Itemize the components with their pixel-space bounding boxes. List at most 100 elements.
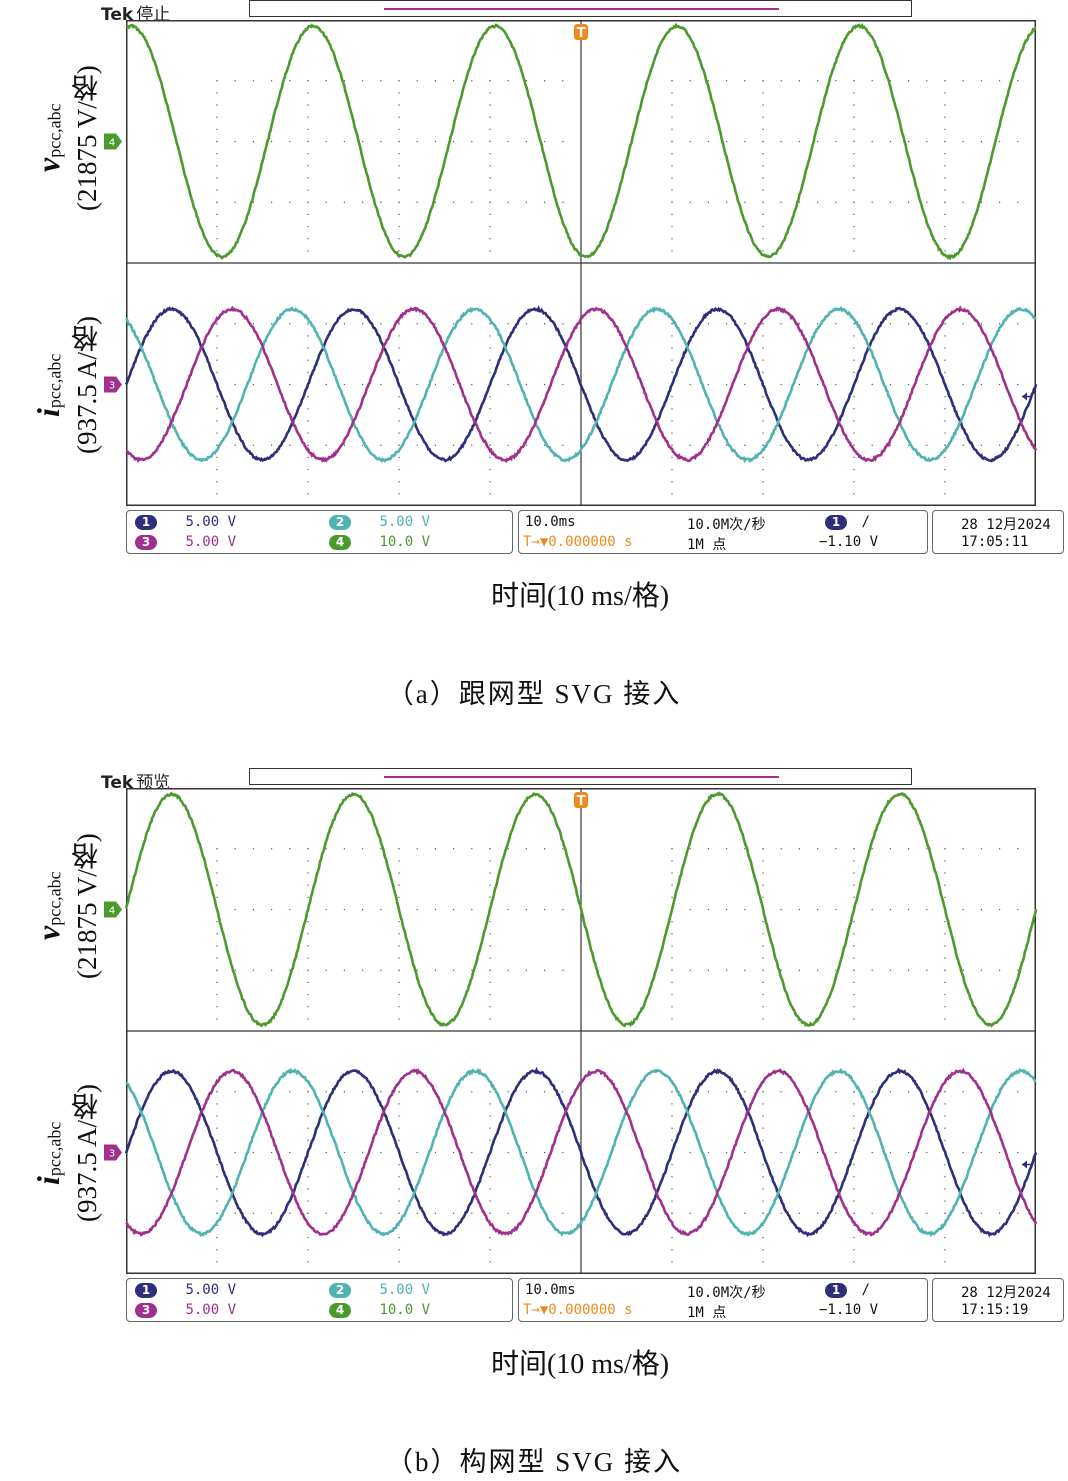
ground-marker-ch3-icon[interactable]: 3 — [104, 1144, 122, 1161]
waveform-ch1 — [124, 1066, 1038, 1238]
trigger-channel-badge: 1 — [825, 1282, 847, 1298]
record-length: 1M 点 — [687, 1305, 727, 1321]
ch4-badge: 4 — [329, 1302, 351, 1318]
timebase-value[interactable]: 10.0ms — [525, 514, 576, 530]
rising-edge-icon: / — [861, 1282, 870, 1298]
trigger-position[interactable]: T→▼0.000000 s — [523, 1302, 633, 1318]
trigger-level[interactable]: −1.10 V — [819, 534, 879, 550]
voltage-subscript: pcc,abc — [44, 871, 65, 927]
ch2-badge: 2 — [329, 514, 351, 530]
brand-label: Tek — [101, 5, 134, 25]
waveform-ch2 — [125, 1067, 1037, 1238]
date-value: 28 12月2024 — [961, 517, 1051, 533]
acquisition-box: 10.0ms T→▼0.000000 s 10.0M次/秒 1M 点 1 / −… — [518, 1278, 928, 1322]
sample-rate: 10.0M次/秒 — [687, 1285, 766, 1301]
ch3-scale[interactable]: 3 5.00 V — [135, 534, 236, 550]
ground-marker-ch4-icon[interactable]: 4 — [104, 901, 122, 918]
trigger-T-icon[interactable]: T — [574, 792, 588, 809]
voltage-unit: (21875 V/格) — [72, 65, 102, 211]
waveform-ch3 — [125, 1067, 1038, 1237]
ch4-scale-value: 10.0 V — [379, 1302, 431, 1318]
datetime-box: 28 12月2024 17:15:19 — [932, 1278, 1064, 1322]
ch3-scale[interactable]: 3 5.00 V — [135, 1302, 236, 1318]
ch1-badge: 1 — [135, 1282, 157, 1298]
current-unit: (937.5 A/格) — [72, 1084, 102, 1222]
current-symbol: i — [30, 407, 66, 417]
ch4-scale[interactable]: 4 10.0 V — [329, 534, 430, 550]
left-arrow-icon[interactable] — [1022, 392, 1032, 401]
current-unit: (937.5 A/格) — [72, 316, 102, 454]
ch1-scale[interactable]: 1 5.00 V — [135, 1282, 236, 1298]
brand-label: Tek — [101, 773, 134, 793]
ch2-scale-value: 5.00 V — [379, 514, 431, 530]
scope-screen: T 4 3 — [104, 788, 1038, 1274]
channel-scale-box: 1 5.00 V 2 5.00 V 3 5.00 V 4 10.0 V — [126, 1278, 513, 1322]
voltage-symbol: v — [30, 158, 66, 173]
ground-marker-ch4-icon[interactable]: 4 — [104, 133, 122, 150]
date-value: 28 12月2024 — [961, 1285, 1051, 1301]
acquisition-box: 10.0ms T→▼0.000000 s 10.0M次/秒 1M 点 1 / −… — [518, 510, 928, 554]
trigger-source[interactable]: 1 / — [825, 1282, 870, 1298]
figure-caption: （a）跟网型 SVG 接入 — [386, 679, 682, 709]
ch3-badge: 3 — [135, 1302, 157, 1318]
grid — [216, 80, 1019, 495]
ch3-scale-value: 5.00 V — [185, 1302, 237, 1318]
figure-caption: （b）构网型 SVG 接入 — [385, 1447, 682, 1477]
record-window-marker — [384, 776, 779, 778]
voltage-unit: (21875 V/格) — [72, 833, 102, 979]
time-value: 17:15:19 — [961, 1302, 1029, 1318]
y-axis-label-voltage: vpcc,abc (21875 V/格) — [30, 806, 106, 1006]
ground-marker-ch3-icon[interactable]: 3 — [104, 376, 122, 393]
ch2-scale[interactable]: 2 5.00 V — [329, 514, 430, 530]
current-symbol: i — [30, 1175, 66, 1185]
ch2-scale-value: 5.00 V — [379, 1282, 431, 1298]
record-length: 1M 点 — [687, 537, 727, 553]
grid — [216, 848, 1019, 1263]
trigger-source[interactable]: 1 / — [825, 514, 870, 530]
ch4-scale-value: 10.0 V — [379, 534, 431, 550]
waveform-ch4 — [125, 22, 1037, 261]
waveform-ch1 — [124, 305, 1038, 463]
record-window-marker — [384, 8, 779, 10]
ch1-scale[interactable]: 1 5.00 V — [135, 514, 236, 530]
x-axis-label: 时间(10 ms/格) — [490, 1349, 670, 1380]
ground-marker-ch4-label: 4 — [109, 138, 115, 149]
trigger-level[interactable]: −1.10 V — [819, 1302, 879, 1318]
ch1-scale-value: 5.00 V — [185, 514, 237, 530]
datetime-box: 28 12月2024 17:05:11 — [932, 510, 1064, 554]
trigger-T-icon[interactable]: T — [574, 24, 588, 41]
ch3-scale-value: 5.00 V — [185, 534, 237, 550]
ch4-badge: 4 — [329, 534, 351, 550]
scope-screen: T 4 3 — [104, 20, 1038, 506]
timebase-value[interactable]: 10.0ms — [525, 1282, 576, 1298]
waveform-ch3 — [125, 305, 1038, 464]
record-overview-bar[interactable] — [249, 768, 912, 785]
trigger-channel-badge: 1 — [825, 514, 847, 530]
ch3-badge: 3 — [135, 534, 157, 550]
x-axis-label: 时间(10 ms/格) — [490, 581, 670, 612]
record-overview-bar[interactable] — [249, 0, 912, 17]
sample-rate: 10.0M次/秒 — [687, 517, 766, 533]
voltage-subscript: pcc,abc — [44, 103, 65, 159]
y-axis-label-voltage: vpcc,abc (21875 V/格) — [30, 38, 106, 238]
trigger-position[interactable]: T→▼0.000000 s — [523, 534, 633, 550]
ground-marker-ch4-label: 4 — [109, 906, 115, 917]
y-axis-label-current: ipcc,abc (937.5 A/格) — [30, 290, 106, 480]
ch2-scale[interactable]: 2 5.00 V — [329, 1282, 430, 1298]
waveform-ch4 — [124, 791, 1038, 1028]
trigger-T-label: T — [577, 794, 586, 809]
rising-edge-icon: / — [861, 514, 870, 530]
ch1-badge: 1 — [135, 514, 157, 530]
voltage-symbol: v — [30, 926, 66, 941]
ground-marker-ch3-label: 3 — [109, 1149, 115, 1160]
left-arrow-icon[interactable] — [1022, 1160, 1032, 1169]
ch4-scale[interactable]: 4 10.0 V — [329, 1302, 430, 1318]
current-subscript: pcc,abc — [44, 353, 65, 408]
waveform-ch2 — [125, 306, 1037, 464]
time-value: 17:05:11 — [961, 534, 1029, 550]
current-subscript: pcc,abc — [44, 1121, 65, 1176]
channel-scale-box: 1 5.00 V 2 5.00 V 3 5.00 V 4 10.0 V — [126, 510, 513, 554]
y-axis-label-current: ipcc,abc (937.5 A/格) — [30, 1058, 106, 1248]
